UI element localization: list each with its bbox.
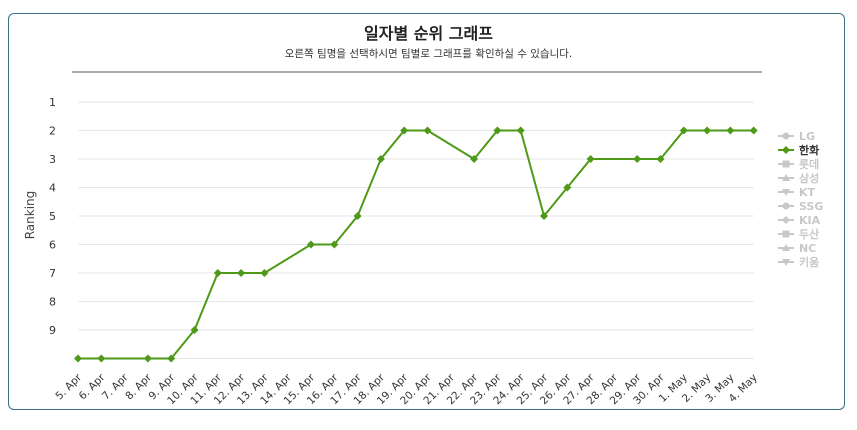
- legend-label: KIA: [799, 214, 821, 227]
- data-point[interactable]: [656, 155, 665, 163]
- y-tick-label: 4: [49, 182, 56, 195]
- legend-item[interactable]: SSG: [778, 200, 823, 213]
- data-point[interactable]: [400, 126, 409, 135]
- legend-item[interactable]: 키움: [778, 255, 819, 269]
- data-point[interactable]: [423, 126, 432, 135]
- square-marker-icon: [782, 160, 790, 168]
- data-point[interactable]: [540, 212, 548, 220]
- legend-item[interactable]: 한화: [778, 143, 819, 157]
- legend-label: 삼성: [799, 171, 819, 185]
- y-axis-label: Ranking: [23, 191, 37, 240]
- y-tick-label: 8: [49, 296, 56, 309]
- legend-label: LG: [799, 130, 815, 143]
- legend-item[interactable]: NC: [778, 242, 816, 255]
- data-point[interactable]: [679, 126, 688, 135]
- data-point[interactable]: [167, 354, 176, 363]
- y-tick-label: 2: [49, 125, 56, 138]
- legend-item[interactable]: 롯데: [778, 157, 819, 171]
- data-point[interactable]: [330, 240, 339, 249]
- legend-item[interactable]: 두산: [778, 227, 819, 241]
- data-point[interactable]: [74, 354, 82, 363]
- legend-label: 두산: [799, 227, 819, 241]
- data-point[interactable]: [563, 183, 572, 192]
- legend-label: SSG: [799, 200, 823, 213]
- circle-marker-icon: [782, 202, 790, 210]
- chart-title: 일자별 순위 그래프: [364, 24, 493, 43]
- legend-item[interactable]: 삼성: [778, 171, 819, 185]
- data-point[interactable]: [376, 155, 385, 163]
- triangle-marker-icon: [782, 244, 790, 251]
- data-point[interactable]: [97, 354, 106, 363]
- data-point[interactable]: [260, 269, 269, 277]
- y-tick-label: 7: [49, 267, 56, 280]
- legend-item[interactable]: KT: [778, 186, 816, 199]
- data-point[interactable]: [470, 155, 479, 163]
- y-tick-label: 1: [49, 96, 56, 109]
- y-tick-labels: 1 2 3 4 5 6 7 8 9: [49, 96, 56, 337]
- square-marker-icon: [782, 230, 790, 238]
- data-point[interactable]: [703, 126, 712, 135]
- legend-label: 한화: [799, 143, 819, 157]
- data-point[interactable]: [493, 126, 502, 135]
- y-tick-label: 3: [49, 153, 56, 166]
- y-tick-label: 5: [49, 210, 56, 223]
- data-point[interactable]: [726, 126, 735, 135]
- chart-frame: [8, 13, 845, 410]
- diamond-marker-icon: [782, 146, 790, 154]
- data-point[interactable]: [143, 354, 152, 363]
- data-point[interactable]: [586, 155, 595, 163]
- triangle-marker-icon: [782, 174, 790, 181]
- chart-subtitle: 오른쪽 팀명을 선택하시면 팀별로 그래프를 확인하실 수 있습니다.: [284, 48, 573, 60]
- circle-marker-icon: [782, 132, 790, 140]
- y-tick-label: 6: [49, 239, 56, 252]
- diamond-marker-icon: [782, 216, 790, 224]
- legend-item[interactable]: KIA: [778, 214, 821, 227]
- legend-label: 키움: [799, 255, 819, 269]
- data-point[interactable]: [237, 269, 246, 277]
- data-point[interactable]: [353, 212, 362, 220]
- data-point[interactable]: [516, 126, 525, 135]
- data-point[interactable]: [749, 126, 758, 135]
- data-point[interactable]: [213, 269, 222, 277]
- legend-item[interactable]: LG: [778, 130, 815, 143]
- data-point[interactable]: [307, 240, 315, 249]
- y-tick-label: 9: [49, 324, 56, 337]
- data-point[interactable]: [190, 326, 199, 334]
- triangle-down-marker-icon: [782, 189, 790, 196]
- legend-label: 롯데: [799, 157, 819, 171]
- data-point[interactable]: [633, 155, 642, 163]
- legend-label: KT: [799, 186, 816, 199]
- triangle-down-marker-icon: [782, 259, 790, 266]
- series-layer: [74, 126, 758, 363]
- legend-label: NC: [799, 242, 816, 255]
- grid-lines: [78, 101, 754, 359]
